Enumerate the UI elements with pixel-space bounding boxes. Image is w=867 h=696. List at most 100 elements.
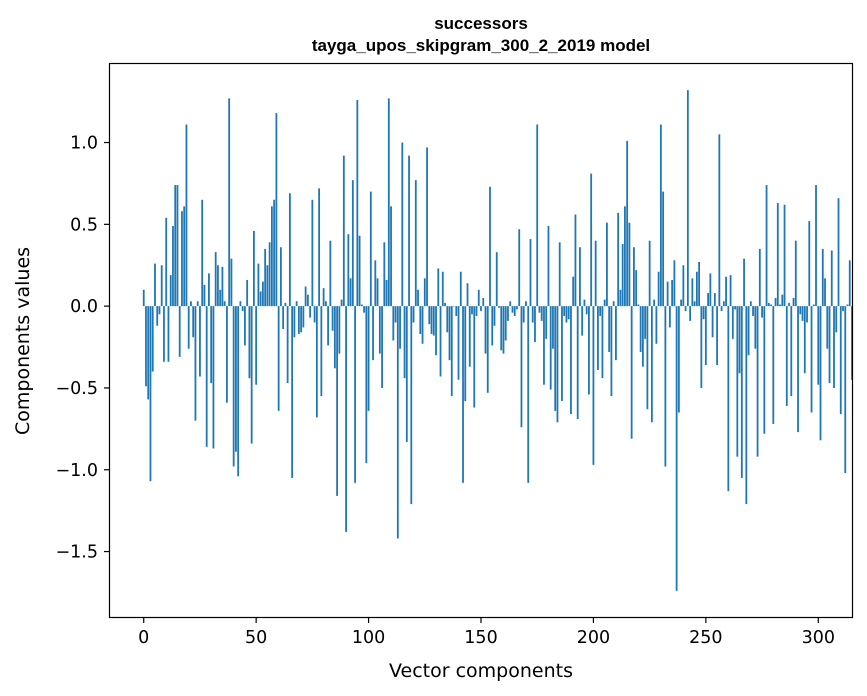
bar (491, 306, 494, 346)
bar (797, 306, 799, 433)
bar (507, 306, 509, 321)
bar (781, 294, 784, 307)
bar (286, 306, 289, 384)
bar (147, 306, 150, 400)
bar (237, 306, 240, 477)
bar (183, 206, 186, 307)
bar (250, 306, 253, 444)
bar (767, 302, 770, 307)
bar (367, 306, 370, 411)
bar (201, 199, 204, 307)
bar (399, 306, 401, 349)
bar (235, 306, 237, 452)
bar (641, 306, 644, 367)
bar (808, 221, 811, 307)
bar (426, 147, 428, 307)
bar (531, 306, 534, 323)
bar (196, 301, 199, 307)
bar (615, 306, 617, 361)
bar (752, 306, 754, 316)
bar (662, 191, 665, 307)
bar (785, 306, 788, 406)
bar (358, 235, 361, 307)
bar (423, 278, 426, 307)
bar (174, 185, 177, 307)
bar (208, 273, 210, 307)
bar (518, 229, 521, 307)
bar (205, 306, 208, 447)
bar (646, 306, 649, 410)
bar (477, 289, 480, 307)
bar (212, 306, 215, 449)
bar (848, 260, 851, 307)
bar (486, 306, 489, 393)
bar (239, 301, 242, 307)
bar (734, 306, 736, 310)
bar (761, 306, 763, 318)
bar (619, 289, 622, 307)
bar (659, 124, 662, 307)
bar (291, 306, 294, 478)
bar (412, 306, 415, 323)
bar (248, 306, 251, 379)
bar (489, 186, 491, 307)
bar (228, 98, 231, 307)
bar (628, 222, 631, 307)
bar (475, 306, 478, 316)
x-tick-label: 50 (245, 628, 267, 648)
bar (190, 301, 192, 307)
bar (268, 242, 271, 307)
bar (675, 306, 678, 591)
bar (376, 278, 379, 307)
bar (430, 306, 433, 334)
bar (338, 306, 341, 354)
bar (241, 306, 244, 312)
bar (630, 306, 633, 439)
bar (545, 306, 548, 339)
bar (176, 185, 179, 307)
bar (320, 306, 323, 397)
bar (223, 301, 226, 307)
bar (369, 191, 372, 307)
bar (437, 268, 440, 307)
bar (779, 304, 781, 307)
bar (520, 306, 523, 428)
bar (621, 243, 624, 307)
bar (199, 306, 201, 377)
bar (502, 306, 505, 354)
bar (297, 306, 300, 334)
bar (360, 304, 363, 307)
bar (567, 306, 570, 320)
bar (217, 265, 219, 307)
bar (428, 306, 431, 325)
bar (644, 306, 647, 339)
bar (167, 306, 170, 362)
bar (372, 306, 374, 361)
bar (743, 258, 745, 307)
bar (736, 306, 739, 457)
bar (266, 265, 269, 307)
bar (668, 306, 671, 328)
bar (142, 289, 145, 307)
bar (626, 140, 629, 307)
bar (444, 302, 446, 307)
x-tick-label: 0 (138, 628, 149, 648)
bar (203, 284, 206, 307)
bar (718, 134, 721, 307)
bar (686, 90, 689, 307)
bar (480, 306, 482, 312)
bar (725, 276, 727, 307)
bar (374, 260, 377, 307)
bar (815, 185, 817, 307)
bar (682, 265, 685, 307)
bar (383, 242, 386, 307)
bar (351, 180, 354, 307)
x-tick-label: 150 (464, 628, 497, 648)
bar (462, 306, 464, 483)
bar (540, 306, 543, 321)
bars-group (142, 90, 853, 591)
bar (516, 306, 518, 310)
bar (558, 242, 561, 307)
bar (543, 306, 545, 385)
